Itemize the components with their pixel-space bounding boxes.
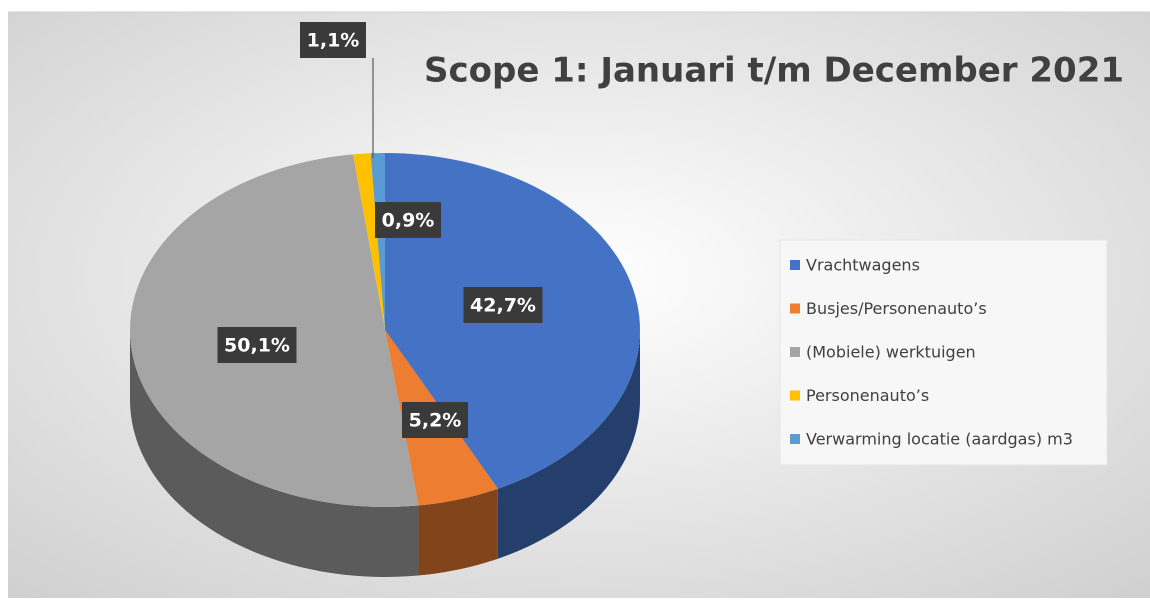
legend-label: Vrachtwagens bbox=[806, 256, 920, 275]
slice-side bbox=[497, 330, 640, 559]
slice bbox=[370, 153, 385, 330]
chart-title: Scope 1: Januari t/m December 2021 bbox=[424, 51, 1124, 91]
data-label-box bbox=[217, 327, 297, 363]
data-label-box bbox=[300, 22, 366, 58]
legend-marker bbox=[790, 390, 800, 401]
legend-marker bbox=[790, 260, 800, 270]
legend-label: Verwarming locatie (aardgas) m3 bbox=[806, 430, 1073, 449]
slice bbox=[353, 153, 385, 330]
data-label: 0,9% bbox=[382, 210, 435, 232]
legend-marker bbox=[790, 434, 800, 444]
data-label: 5,2% bbox=[409, 410, 462, 432]
data-label-box bbox=[463, 287, 543, 323]
legend-box bbox=[779, 239, 1108, 466]
data-label: 50,1% bbox=[224, 335, 290, 357]
legend-label: Busjes/Personenauto’s bbox=[806, 299, 987, 318]
slice-side bbox=[130, 330, 419, 577]
legend-marker bbox=[790, 347, 800, 357]
data-label: 1,1% bbox=[307, 30, 360, 52]
legend-label: (Mobiele) werktuigen bbox=[806, 343, 976, 362]
legend-marker bbox=[790, 303, 800, 314]
slice-side bbox=[418, 488, 498, 576]
data-label-box bbox=[402, 402, 468, 438]
legend-label: Personenauto’s bbox=[806, 386, 929, 405]
data-label-box bbox=[375, 202, 441, 238]
data-label: 42,7% bbox=[470, 295, 536, 317]
